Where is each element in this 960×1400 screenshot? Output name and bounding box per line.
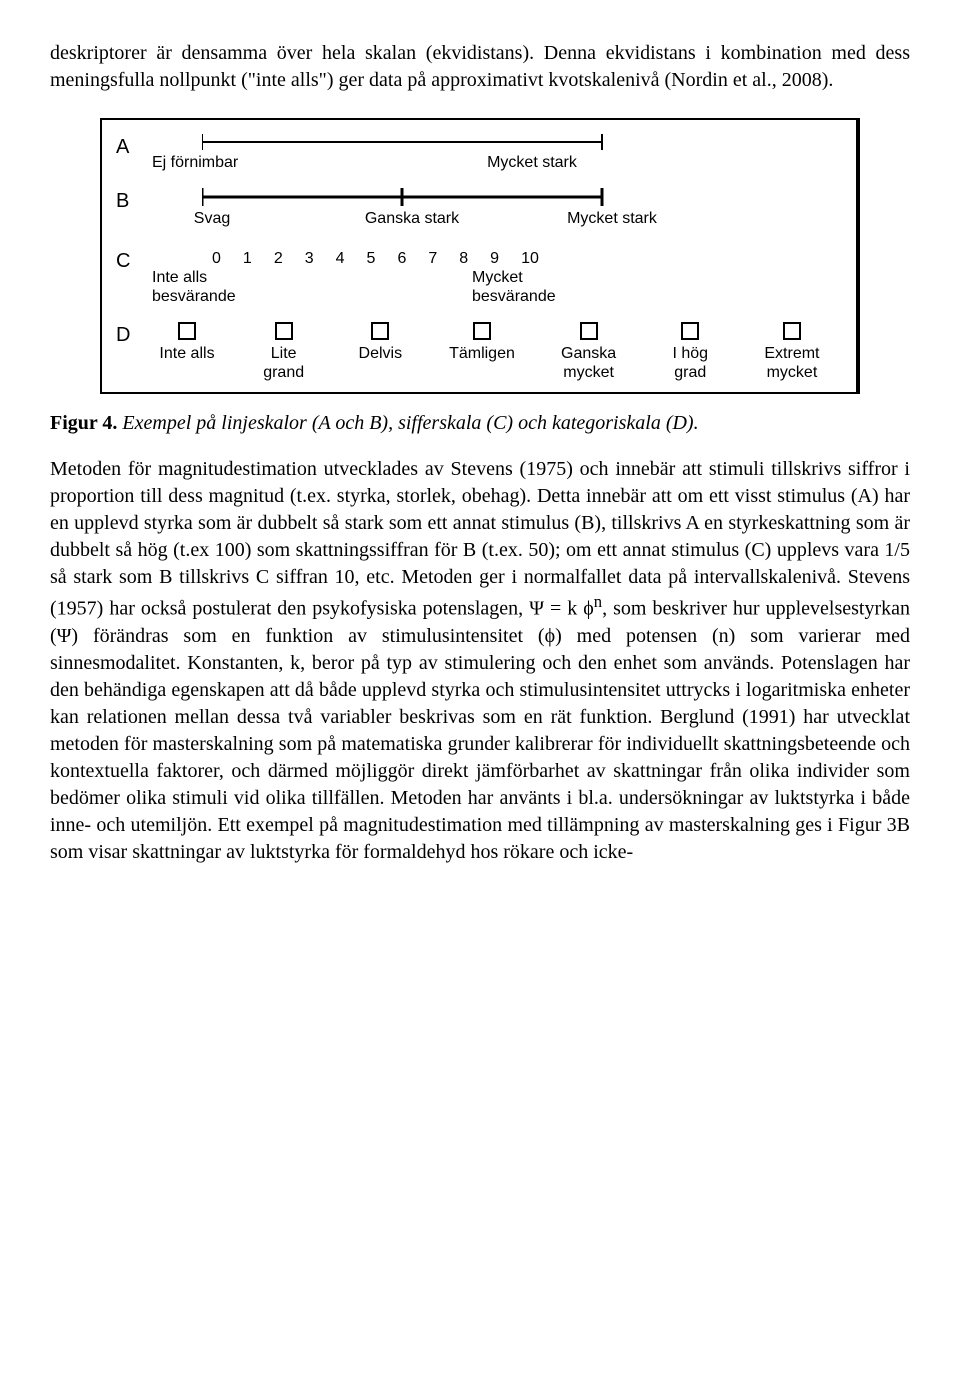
num-3: 3 (305, 248, 314, 270)
main-text-1: Metoden för magnitudestimation utvecklad… (50, 458, 910, 620)
row-d-letter: D (116, 322, 152, 349)
cat-item-6: I hög grad (655, 322, 725, 382)
checkbox-icon (681, 322, 699, 340)
cat-label-4: Tämligen (449, 345, 515, 362)
row-c-letter: C (116, 248, 152, 275)
row-c-left-label: Inte alls besvärande (152, 268, 262, 306)
cat-item-4: Tämligen (442, 322, 522, 382)
scale-row-a: A Ej förnimbar Mycket stark (116, 134, 842, 174)
figure-4: A Ej förnimbar Mycket stark B Svag Gansk… (100, 118, 860, 394)
row-a-left-label: Ej förnimbar (152, 152, 272, 174)
num-2: 2 (274, 248, 283, 270)
cat-label-6: I hög grad (672, 345, 708, 381)
intro-paragraph: deskriptorer är densamma över hela skala… (50, 40, 910, 94)
cat-label-2: Lite grand (263, 345, 304, 381)
num-9: 9 (490, 248, 499, 270)
num-10: 10 (521, 248, 539, 270)
row-d-items: Inte alls Lite grand Delvis Tämligen Gan… (152, 322, 832, 382)
scale-row-b: B Svag Ganska stark Mycket stark (116, 188, 842, 234)
row-c-numbers: 0 1 2 3 4 5 6 7 8 9 10 (212, 248, 539, 270)
row-a-letter: A (116, 134, 152, 161)
cat-item-1: Inte alls (152, 322, 222, 382)
figure-caption: Figur 4. Exempel på linjeskalor (A och B… (50, 410, 910, 436)
line-scale-b (202, 188, 672, 206)
main-text-2: , som beskriver hur upplevelsestyrkan (Ψ… (50, 598, 910, 863)
cat-label-7: Extremt mycket (764, 345, 819, 381)
num-4: 4 (336, 248, 345, 270)
row-b-label-1: Svag (172, 208, 252, 230)
exponent: n (594, 592, 602, 611)
checkbox-icon (178, 322, 196, 340)
checkbox-icon (580, 322, 598, 340)
checkbox-icon (371, 322, 389, 340)
row-b-letter: B (116, 188, 152, 215)
row-c-right-label: Mycket besvärande (472, 268, 582, 306)
cat-label-5: Ganska mycket (561, 345, 616, 381)
checkbox-icon (783, 322, 801, 340)
scale-row-d: D Inte alls Lite grand Delvis Tämligen G… (116, 322, 842, 382)
checkbox-icon (275, 322, 293, 340)
row-a-right-label: Mycket stark (472, 152, 592, 174)
cat-item-7: Extremt mycket (752, 322, 832, 382)
cat-item-5: Ganska mycket (549, 322, 629, 382)
scale-row-c: C 0 1 2 3 4 5 6 7 8 9 10 Inte alls besvä… (116, 248, 842, 308)
row-b-label-2: Ganska stark (352, 208, 472, 230)
num-8: 8 (459, 248, 468, 270)
cat-label-3: Delvis (359, 345, 403, 362)
num-5: 5 (367, 248, 376, 270)
line-scale-a (202, 134, 672, 150)
num-6: 6 (397, 248, 406, 270)
num-1: 1 (243, 248, 252, 270)
num-7: 7 (428, 248, 437, 270)
caption-prefix: Figur 4. (50, 412, 117, 434)
cat-item-3: Delvis (345, 322, 415, 382)
checkbox-icon (473, 322, 491, 340)
num-0: 0 (212, 248, 221, 270)
caption-text: Exempel på linjeskalor (A och B), siffer… (117, 412, 698, 434)
row-b-label-3: Mycket stark (552, 208, 672, 230)
cat-label-1: Inte alls (159, 345, 214, 362)
main-paragraph: Metoden för magnitudestimation utvecklad… (50, 456, 910, 866)
cat-item-2: Lite grand (249, 322, 319, 382)
